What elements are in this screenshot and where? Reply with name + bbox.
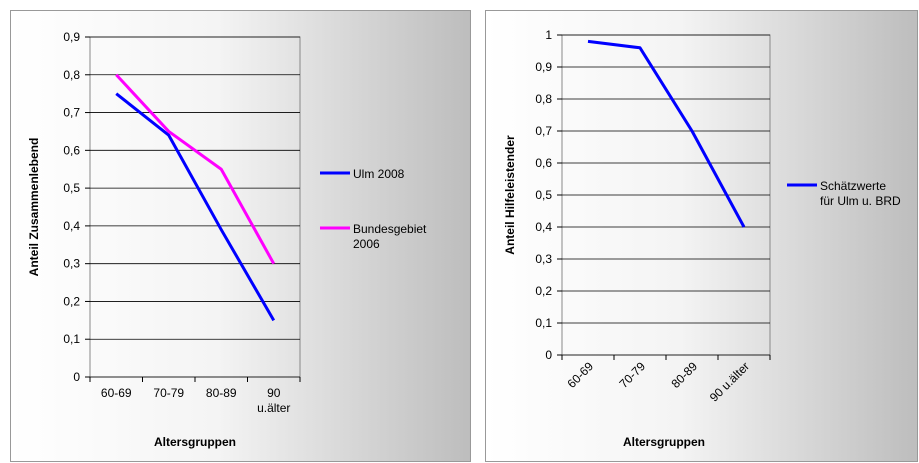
y-tick-label: 0,4: [535, 220, 552, 234]
y-tick-label: 0,3: [63, 257, 80, 271]
y-axis-label: Anteil Hilfeleistender: [503, 135, 517, 255]
y-tick-label: 0,6: [535, 156, 552, 170]
x-axis-label: Altersgruppen: [623, 435, 705, 449]
legend-label: Ulm 2008: [353, 167, 405, 181]
y-tick-label: 0,4: [63, 219, 80, 233]
x-axis-label: Altersgruppen: [154, 435, 236, 449]
y-tick-label: 0,8: [63, 68, 80, 82]
x-tick-label: 80-89: [206, 386, 237, 400]
x-tick-label: 60-69: [101, 386, 132, 400]
y-tick-label: 0,9: [63, 30, 80, 44]
panel: [485, 10, 918, 462]
y-tick-label: 0,3: [535, 252, 552, 266]
series-line: [115, 92, 276, 322]
legend-label: Bundesgebiet 2006: [353, 222, 427, 251]
panel: [10, 10, 471, 462]
y-tick-label: 0,2: [63, 294, 80, 308]
y-tick-label: 1: [545, 28, 552, 42]
y-tick-label: 0,2: [535, 284, 552, 298]
legend-label: Schätzwerte für Ulm u. BRD: [820, 179, 901, 208]
x-tick-label: 90 u.älter: [257, 386, 290, 415]
x-tick-label: 70-79: [153, 386, 184, 400]
y-tick-label: 0,1: [535, 316, 552, 330]
series-line: [115, 73, 276, 265]
y-tick-label: 0: [545, 348, 552, 362]
y-tick-label: 0,5: [535, 188, 552, 202]
y-tick-label: 0,5: [63, 181, 80, 195]
series-line: [587, 39, 746, 228]
y-tick-label: 0,7: [535, 124, 552, 138]
y-tick-label: 0: [73, 370, 80, 384]
y-tick-label: 0,1: [63, 332, 80, 346]
y-axis-label: Anteil Zusammenlebend: [27, 138, 41, 277]
chart: 0 0,1 0,2 0,3 0,4 0,5 0,6 0,7 0,8 0,9 60-69 70-79 80…: [27, 30, 427, 449]
y-tick-label: 0,7: [63, 106, 80, 120]
y-tick-label: 0,9: [535, 60, 552, 74]
y-tick-label: 0,6: [63, 143, 80, 157]
y-tick-label: 0,8: [535, 92, 552, 106]
